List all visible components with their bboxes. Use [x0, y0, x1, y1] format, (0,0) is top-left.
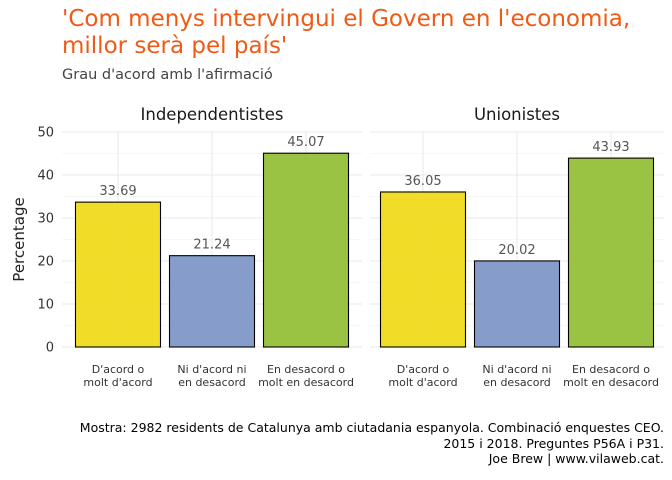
caption-line: Joe Brew | www.vilaweb.cat.: [488, 451, 664, 466]
x-tick-label: molt d'acord: [83, 376, 152, 389]
x-tick-label: molt d'acord: [388, 376, 457, 389]
x-tick-label: Ni d'acord ni: [482, 363, 551, 376]
bar: [262, 152, 350, 348]
caption-line: 2015 i 2018. Preguntes P56A i P31.: [443, 435, 664, 451]
x-tick-label: D'acord o: [397, 363, 450, 376]
y-tick-label: 10: [37, 298, 54, 313]
x-tick-label: En desacord o: [267, 363, 345, 376]
chart-subtitle: Grau d'acord amb l'afirmació: [62, 67, 273, 83]
facet-title: Unionistes: [474, 105, 560, 124]
data-label: 21.24: [193, 238, 230, 253]
x-tick-label: molt en desacord: [258, 376, 354, 389]
y-tick-label: 30: [37, 212, 54, 227]
data-label: 36.05: [404, 174, 441, 189]
bar: [473, 260, 561, 348]
data-label: 20.02: [498, 243, 535, 258]
data-label: 33.69: [99, 184, 136, 199]
caption-line: Mostra: 2982 residents de Catalunya amb …: [79, 420, 664, 435]
x-tick-label: molt en desacord: [563, 376, 659, 389]
facet-title: Independentistes: [141, 105, 284, 124]
y-tick-label: 50: [37, 126, 54, 141]
bar: [567, 157, 655, 348]
y-tick-label: 20: [37, 255, 54, 270]
data-label: 45.07: [287, 135, 324, 150]
chart-title: 'Com menys intervingui el Govern en l'ec…: [62, 6, 631, 59]
bar: [74, 201, 162, 348]
x-tick-label: D'acord o: [92, 363, 145, 376]
x-tick-label: En desacord o: [572, 363, 650, 376]
y-tick-label: 0: [46, 341, 54, 356]
x-tick-label: en desacord: [483, 376, 551, 389]
y-tick-label: 40: [37, 169, 54, 184]
y-axis-title: Percentage: [10, 197, 28, 281]
chart-caption: Mostra: 2982 residents de Catalunya amb …: [0, 420, 664, 467]
data-label: 43.93: [592, 140, 629, 155]
bar: [379, 191, 467, 348]
x-tick-label: en desacord: [178, 376, 246, 389]
bar: [168, 255, 256, 348]
faceted-bar-chart: Percentage 0 10 20 30 40 50 Independentistes 33.…: [10, 105, 664, 389]
x-tick-label: Ni d'acord ni: [177, 363, 246, 376]
